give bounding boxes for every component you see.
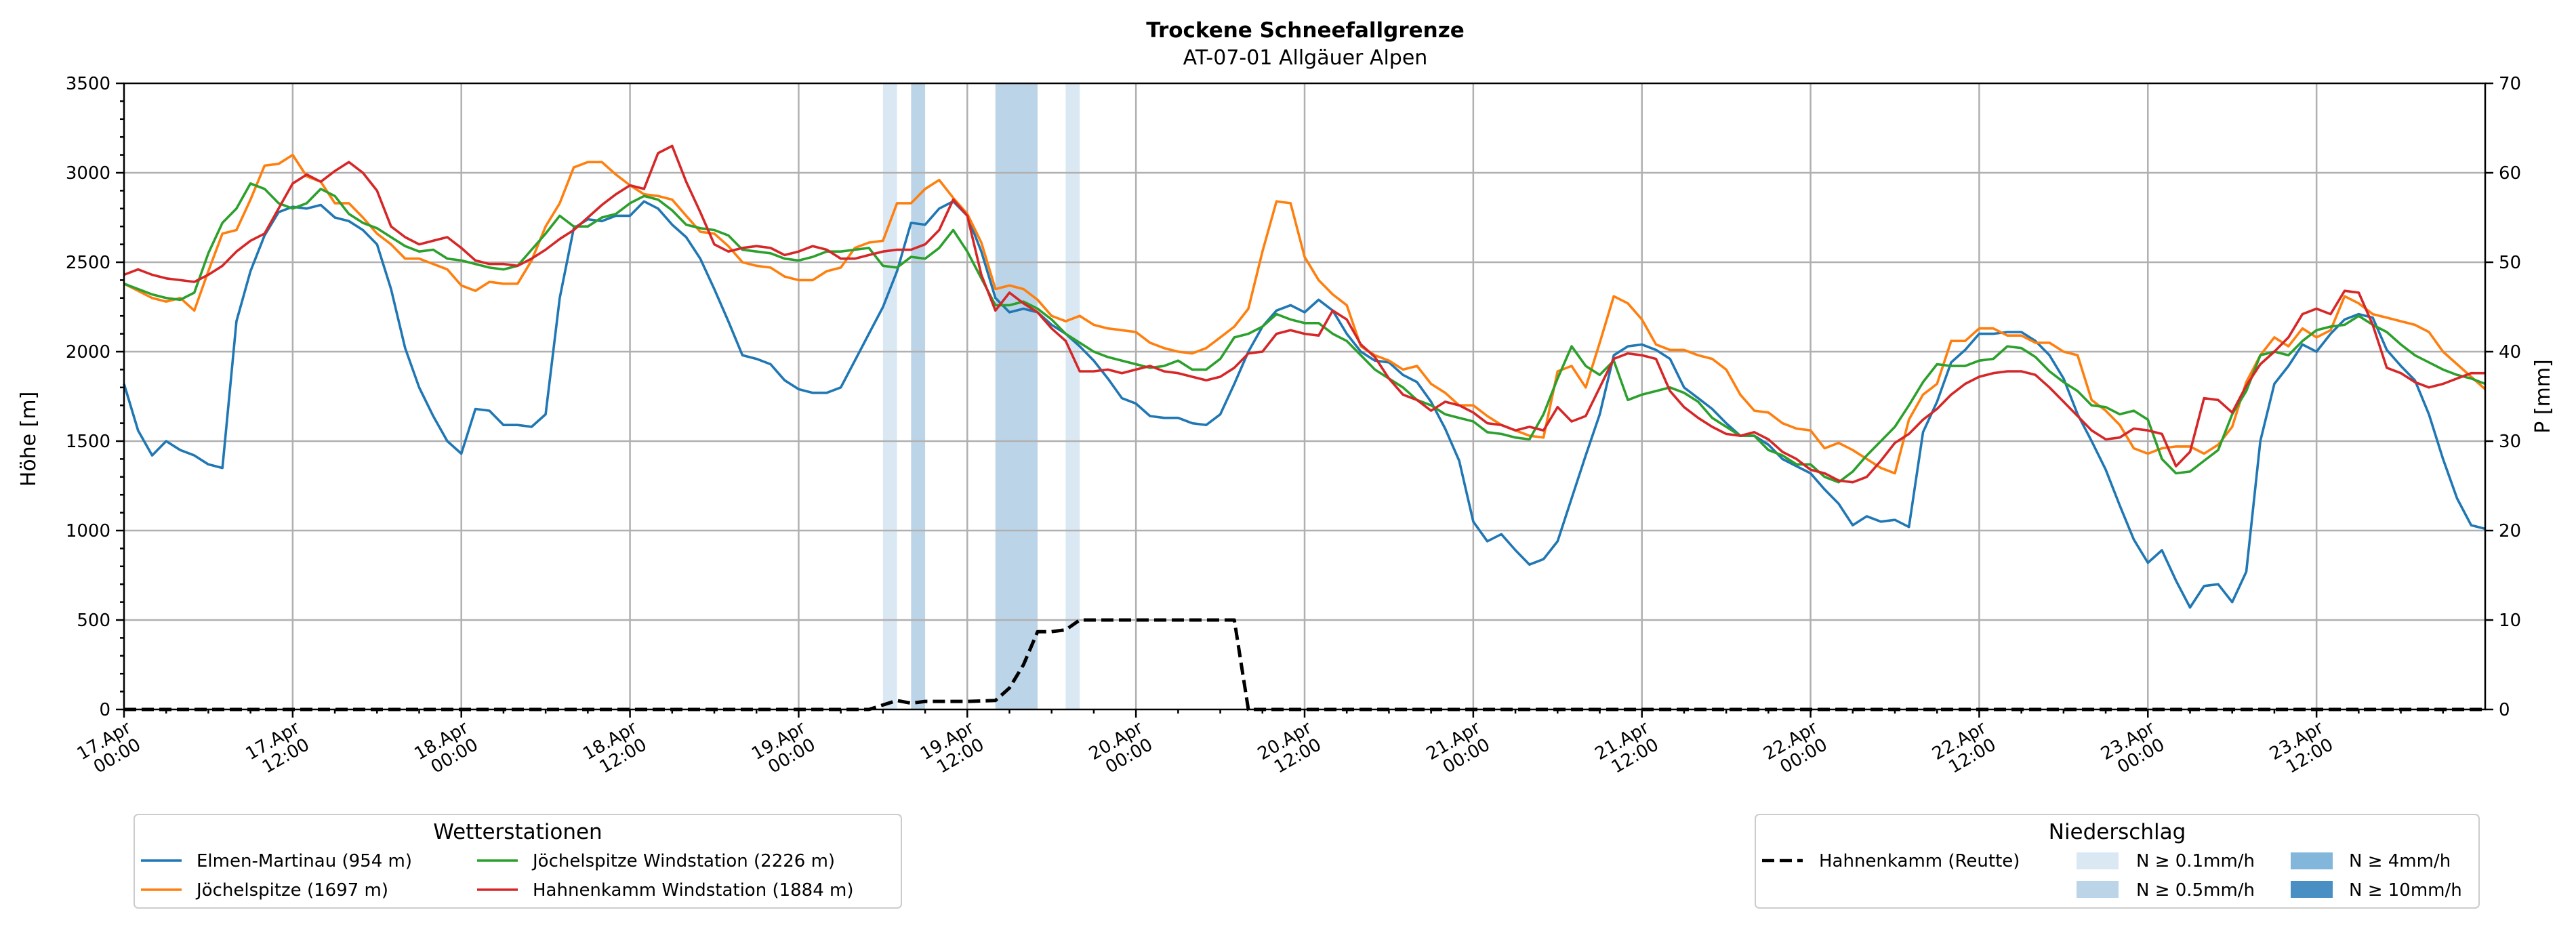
legend-precip: Niederschlag Hahnenkamm (Reutte) N ≥ 0.1… [1755,814,2480,909]
legend-stations: Wetterstationen Elmen-Martinau (954 m) J… [134,814,902,909]
grid [124,83,2485,709]
series-line [124,618,2485,711]
y-right-tick-label: 40 [2499,342,2521,363]
y-tick-label: 3000 [66,163,110,184]
legend-label: N ≥ 10mm/h [2349,880,2462,901]
chart-subtitle: AT-07-01 Allgäuer Alpen [1183,46,1428,70]
precip-band [882,83,897,709]
y-right-tick-label: 60 [2499,163,2521,184]
legend-stations-title: Wetterstationen [433,820,602,844]
y-right-tick-label: 50 [2499,253,2521,273]
series-line [123,144,2485,484]
legend-precip-title: Niederschlag [2049,820,2186,844]
legend-swatch [2077,881,2119,898]
y-axis-right-title: P [mm] [2531,359,2555,433]
legend-label: Elmen-Martinau (954 m) [197,851,412,871]
legend-swatch [2291,881,2333,898]
y-tick-label: 0 [99,700,110,720]
legend-label: N ≥ 4mm/h [2349,851,2451,871]
y-right-tick-label: 70 [2499,74,2521,94]
precip-band [911,83,926,709]
legend-label: N ≥ 0.1mm/h [2136,851,2255,871]
chart-title: Trockene Schneefallgrenze [1146,18,1465,43]
legend-item: Jöchelspitze Windstation (2226 m) [477,851,835,871]
y-right-tick-label: 10 [2499,611,2521,631]
y-tick-label: 1500 [66,432,110,452]
y-tick-label: 1000 [66,521,110,541]
y-right-tick-label: 20 [2499,521,2521,541]
precip-bands [882,83,1080,709]
legend-swatch [2077,852,2119,869]
legend-item: N ≥ 4mm/h [2291,851,2451,871]
legend-item: Hahnenkamm Windstation (1884 m) [477,880,854,901]
y-right-tick-label: 30 [2499,432,2521,452]
legend-label: Jöchelspitze (1697 m) [195,880,388,901]
y-tick-label: 2000 [66,342,110,363]
legend-item: N ≥ 0.5mm/h [2077,880,2255,901]
legend-item: N ≥ 0.1mm/h [2077,851,2255,871]
legend-label: Jöchelspitze Windstation (2226 m) [531,851,835,871]
y-axis-title: Höhe [m] [17,392,41,487]
series-line [123,153,2487,475]
precip-band [1065,83,1080,709]
legend-label: N ≥ 0.5mm/h [2136,880,2255,901]
y-right-tick-label: 0 [2499,700,2510,720]
legend-item: Elmen-Martinau (954 m) [141,851,412,871]
legend-item: N ≥ 10mm/h [2291,880,2462,901]
legend-label: Hahnenkamm (Reutte) [1819,851,2020,871]
series-line [123,200,2486,609]
legend-swatch [2291,852,2333,869]
legend-label: Hahnenkamm Windstation (1884 m) [533,880,854,901]
y-tick-label: 500 [77,611,110,631]
y-tick-label: 2500 [66,253,110,273]
precip-band [995,83,1038,709]
series-lines [123,144,2487,711]
legend-item: Jöchelspitze (1697 m) [141,880,388,901]
y-tick-label: 3500 [66,74,110,94]
legend-item: Hahnenkamm (Reutte) [1762,851,2020,871]
